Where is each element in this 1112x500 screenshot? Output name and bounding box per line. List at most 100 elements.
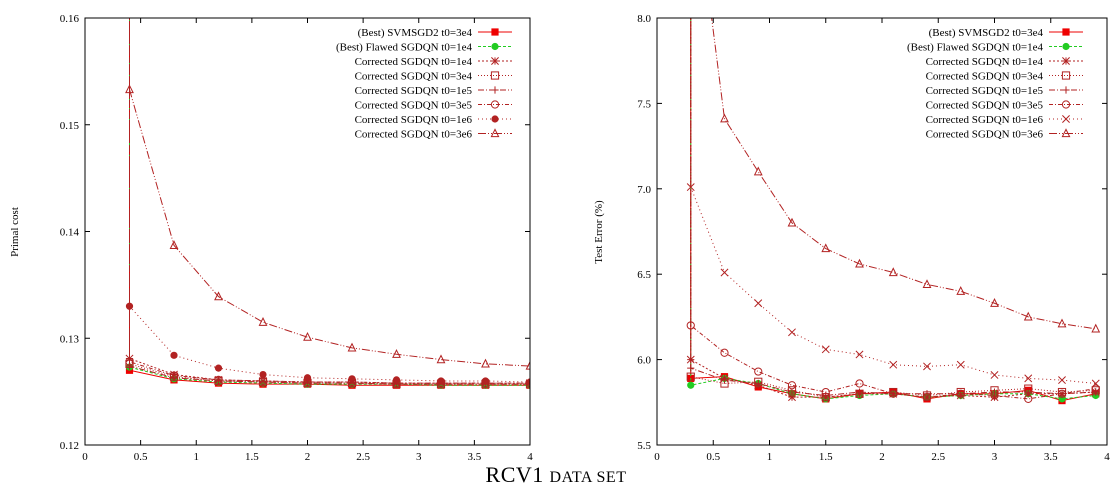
data-point [922, 393, 932, 402]
data-point [1091, 323, 1101, 333]
data-point [956, 286, 966, 295]
legend-label: Corrected SGDQN t0=3e5 [355, 100, 473, 112]
x-tick-label: 2 [879, 451, 885, 460]
series-line [690, 18, 1096, 400]
series-line [129, 18, 530, 384]
caption-dataset-name: RCV1 [485, 462, 544, 487]
data-point [720, 376, 729, 384]
series-line [129, 18, 530, 385]
x-tick-label: 3 [416, 451, 422, 460]
data-point [125, 357, 134, 366]
y-tick-label: 0.15 [60, 120, 80, 132]
data-point [889, 389, 898, 398]
data-point [125, 362, 134, 370]
data-point [923, 362, 931, 371]
data-point [1024, 394, 1033, 403]
data-point [990, 391, 999, 400]
data-point [990, 393, 999, 402]
series-line [690, 186, 1096, 385]
y-tick-label: 5.5 [637, 440, 651, 452]
series-1 [125, 18, 530, 389]
legend-marker [491, 57, 499, 65]
series-line [129, 89, 530, 367]
data-point [1058, 376, 1066, 385]
chart-panel-1: 00.511.522.533.540.120.130.140.150.16Num… [9, 13, 533, 482]
legend-label: Corrected SGDQN t0=3e6 [926, 129, 1044, 141]
legend-marker [490, 128, 500, 138]
legend: (Best) SVMSGD2 t0=3e4 (Best) Flawed SGDQN… [336, 27, 512, 141]
legend-item: Corrected SGDQN t0=1e5 [355, 85, 512, 97]
legend-item: Corrected SGDQN t0=1e5 [926, 85, 1083, 97]
series-line [711, 18, 1096, 330]
data-point [754, 299, 763, 308]
data-point [437, 377, 445, 385]
legend-label: (Best) Flawed SGDQN t0=1e4 [336, 42, 473, 54]
data-point [1057, 318, 1067, 328]
x-tick-label: 4 [527, 451, 533, 460]
legend-label: (Best) SVMSGD2 t0=3e4 [929, 27, 1044, 39]
legend-item: (Best) SVMSGD2 t0=3e4 [358, 27, 512, 39]
data-point [392, 349, 401, 358]
legend-item: Corrected SGDQN t0=3e4 [355, 71, 512, 83]
data-point [686, 372, 695, 381]
data-point [687, 364, 695, 372]
data-point [788, 328, 796, 337]
series-layer [125, 18, 530, 389]
data-point [821, 345, 830, 354]
data-point [169, 371, 179, 380]
y-tick-label: 6.0 [637, 355, 651, 367]
data-point [922, 279, 932, 289]
y-tick-label: 0.12 [60, 440, 79, 452]
data-point [170, 374, 178, 382]
data-point [754, 379, 762, 388]
x-tick-label: 1 [767, 451, 773, 460]
plot-frame [656, 17, 1108, 446]
data-point [303, 374, 312, 382]
legend-item: Corrected SGDQN t0=3e5 [355, 100, 512, 112]
data-point [787, 381, 797, 390]
series-2 [125, 18, 530, 389]
data-point [214, 375, 223, 384]
series-line [690, 18, 1096, 398]
data-point [436, 354, 446, 364]
data-point [855, 350, 864, 359]
series-7 [125, 302, 530, 386]
data-point [1023, 311, 1033, 321]
series-5 [125, 18, 530, 388]
data-point [526, 378, 530, 386]
x-tick-label: 1.5 [819, 451, 833, 460]
series-line [129, 18, 530, 385]
y-tick-label: 0.16 [60, 13, 80, 25]
x-tick-label: 0 [654, 451, 660, 460]
legend-item: Corrected SGDQN t0=1e6 [355, 114, 512, 126]
y-tick-label: 7.0 [637, 184, 651, 196]
legend-label: Corrected SGDQN t0=1e5 [355, 85, 473, 97]
y-tick-label: 0.13 [60, 333, 80, 345]
data-point [720, 113, 729, 123]
series-8 [125, 84, 530, 370]
data-point [990, 371, 999, 379]
series-3 [125, 18, 530, 388]
legend-item: Corrected SGDQN t0=3e6 [926, 128, 1083, 141]
legend-label: Corrected SGDQN t0=1e5 [926, 85, 1044, 97]
data-point [787, 217, 797, 227]
legend-marker [1062, 115, 1070, 123]
data-point [347, 342, 357, 352]
x-tick-label: 1 [194, 451, 200, 460]
legend-label: Corrected SGDQN t0=3e4 [926, 71, 1044, 83]
data-point [754, 367, 763, 376]
legend-label: (Best) SVMSGD2 t0=3e4 [358, 27, 473, 39]
legend-marker [491, 86, 499, 94]
data-point [525, 378, 530, 388]
legend-label: Corrected SGDQN t0=1e6 [355, 114, 473, 126]
chart-figure: 00.511.522.533.540.120.130.140.150.16Num… [9, 13, 1110, 482]
figure-caption: RCV1 data set [0, 462, 1112, 488]
data-point [720, 348, 729, 357]
data-point [788, 393, 796, 402]
data-point [753, 166, 763, 176]
legend-item: (Best) SVMSGD2 t0=3e4 [929, 27, 1083, 39]
x-tick-label: 3.5 [468, 451, 482, 460]
legend-item: Corrected SGDQN t0=1e6 [926, 114, 1083, 126]
data-point [687, 381, 695, 389]
